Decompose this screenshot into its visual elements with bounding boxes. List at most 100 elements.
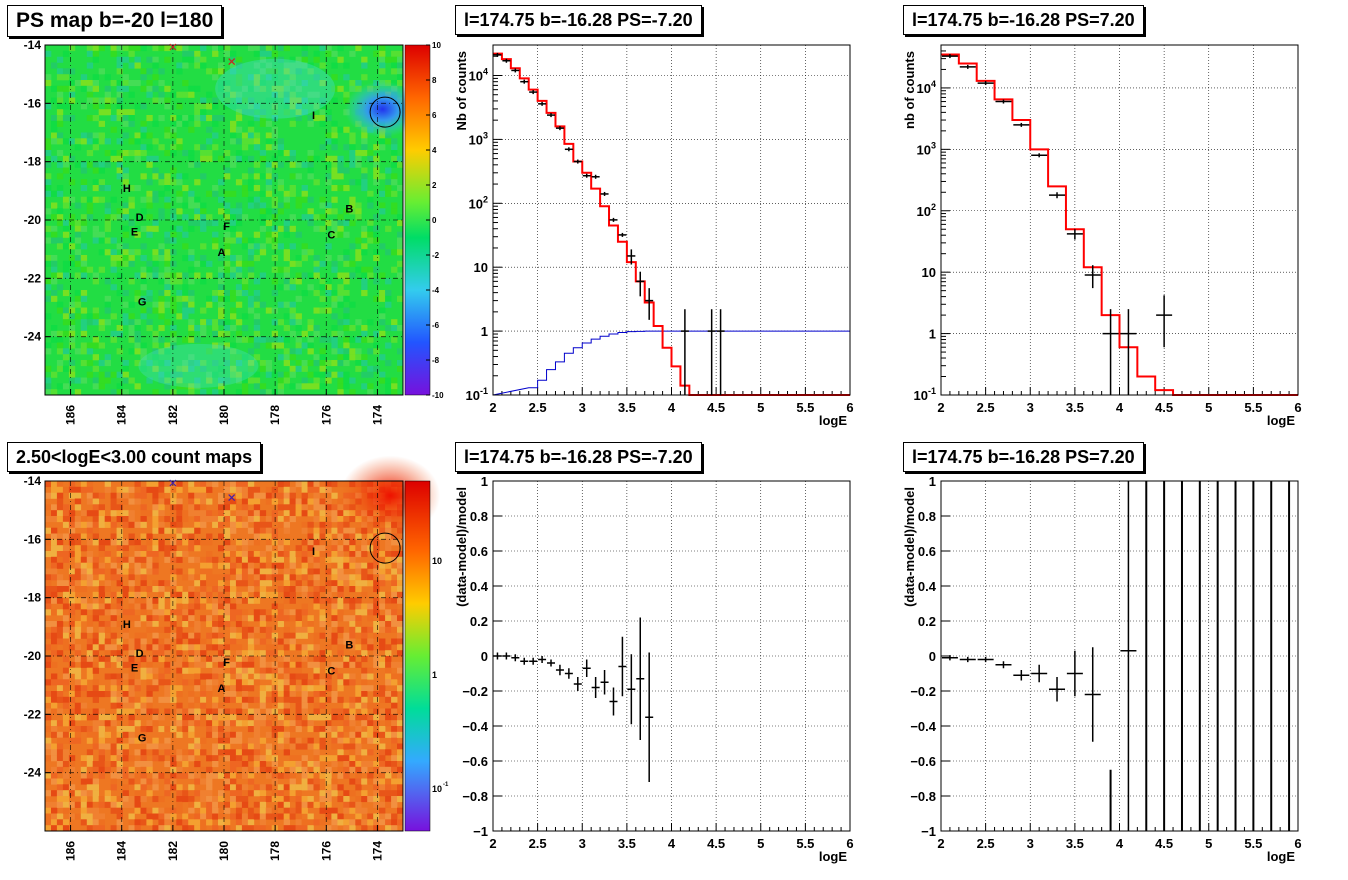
map-pixel (45, 103, 52, 110)
map-pixel (158, 726, 165, 733)
map-pixel (265, 615, 273, 622)
map-label-e: E (131, 227, 138, 239)
map-pixel (194, 661, 201, 668)
residual-right-ytick-label: 0.8 (918, 509, 936, 524)
map-pixel (307, 68, 314, 75)
map-pixel (283, 80, 290, 87)
map-pixel (241, 144, 249, 151)
map-pixel (74, 516, 82, 523)
map-pixel (259, 220, 267, 227)
map-pixel (259, 383, 267, 390)
map-pixel (146, 708, 153, 715)
map-pixel (241, 626, 249, 633)
map-pixel (104, 516, 111, 523)
map-pixel (116, 516, 123, 523)
map-pixel (212, 371, 219, 378)
map-pixel (385, 556, 392, 563)
map-pixel (319, 755, 326, 762)
map-pixel (194, 85, 201, 92)
map-pixel (373, 784, 380, 791)
map-pixel (128, 521, 135, 528)
map-pixel (164, 591, 171, 598)
map-pixel (51, 120, 58, 127)
map-pixel (140, 731, 147, 738)
map-pixel (86, 667, 94, 674)
map-pixel (80, 161, 88, 168)
map-pixel (241, 214, 249, 221)
map-pixel (343, 62, 350, 69)
map-pixel (343, 521, 350, 528)
map-pixel (86, 691, 94, 698)
map-pixel (355, 237, 362, 244)
map-pixel (68, 179, 76, 186)
map-pixel (200, 45, 207, 52)
map-pixel (277, 208, 284, 215)
map-pixel (104, 214, 111, 221)
map-pixel (283, 313, 290, 320)
map-pixel (253, 679, 261, 686)
map-pixel (271, 556, 278, 563)
map-pixel (319, 62, 326, 69)
map-pixel (289, 284, 296, 291)
map-pixel (313, 591, 320, 598)
map-pixel (62, 603, 70, 610)
map-pixel (361, 74, 368, 81)
map-pixel (128, 185, 135, 192)
map-pixel (62, 586, 70, 593)
map-pixel (379, 56, 386, 63)
map-pixel (212, 597, 219, 604)
map-pixel (104, 486, 111, 493)
map-pixel (343, 679, 350, 686)
map-pixel (212, 726, 219, 733)
map-pixel (355, 574, 362, 581)
map-pixel (68, 492, 76, 499)
map-pixel (116, 208, 123, 215)
map-pixel (391, 813, 398, 820)
map-pixel (235, 679, 243, 686)
map-pixel (283, 504, 290, 511)
map-pixel (74, 621, 82, 628)
map-pixel (128, 348, 135, 355)
map-pixel (230, 498, 237, 505)
map-pixel (313, 632, 320, 639)
map-pixel (98, 708, 105, 715)
map-pixel (307, 360, 314, 367)
map-pixel (80, 342, 88, 349)
map-pixel (74, 225, 82, 232)
map-pixel (98, 492, 105, 499)
map-pixel (86, 626, 94, 633)
map-pixel (45, 597, 52, 604)
map-pixel (331, 621, 338, 628)
map-pixel (265, 825, 273, 832)
map-pixel (397, 731, 404, 738)
map-pixel (295, 796, 302, 803)
map-pixel (206, 301, 213, 308)
map-pixel (313, 103, 320, 110)
map-pixel (104, 208, 111, 215)
map-pixel (116, 214, 123, 221)
map-pixel (164, 202, 171, 209)
map-pixel (122, 656, 129, 663)
map-pixel (68, 603, 76, 610)
map-pixel (307, 527, 314, 534)
map-pixel (86, 85, 94, 92)
map-pixel (68, 80, 76, 87)
map-pixel (355, 214, 362, 221)
map-pixel (253, 813, 261, 820)
map-pixel (307, 819, 314, 826)
map-pixel (307, 813, 314, 820)
map-pixel (349, 551, 356, 558)
map-pixel (116, 556, 123, 563)
map-pixel (80, 609, 88, 616)
map-pixel (170, 551, 177, 558)
map-pixel (146, 691, 153, 698)
map-pixel (122, 498, 129, 505)
map-pixel (301, 591, 308, 598)
map-pixel (241, 615, 249, 622)
map-pixel (391, 202, 398, 209)
map-pixel (337, 737, 344, 744)
map-pixel (337, 568, 344, 575)
map-pixel (379, 190, 386, 197)
map-pixel (319, 702, 326, 709)
map-pixel (283, 819, 290, 826)
